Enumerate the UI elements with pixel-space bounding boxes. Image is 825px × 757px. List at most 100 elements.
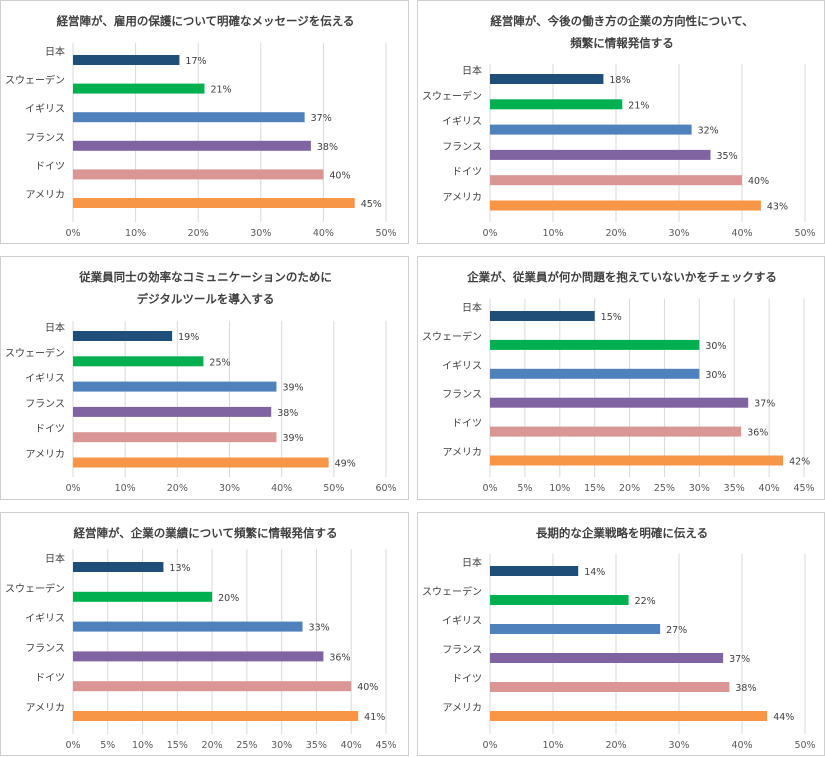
chart-title: 経営陣が、企業の業績について頻繁に情報発信する	[74, 526, 338, 540]
data-label: 20%	[218, 593, 239, 604]
category-label: アメリカ	[443, 702, 483, 714]
chart-title: 経営陣が、今後の働き方の企業の方向性について、	[490, 14, 753, 28]
data-label: 13%	[169, 563, 190, 574]
bar	[490, 595, 629, 605]
category-label: フランス	[442, 141, 482, 153]
data-label: 21%	[210, 85, 231, 96]
bar	[73, 711, 359, 721]
x-tick-label: 20%	[188, 228, 209, 239]
data-label: 42%	[789, 457, 810, 468]
data-label: 25%	[209, 357, 230, 368]
category-label: スウェーデン	[5, 346, 65, 359]
bar	[490, 397, 749, 408]
category-label: ドイツ	[452, 167, 482, 178]
bar	[490, 455, 784, 466]
data-label: 39%	[282, 383, 303, 394]
bar	[73, 140, 311, 151]
bar	[73, 83, 205, 94]
data-label: 40%	[329, 170, 350, 181]
x-tick-label: 0%	[482, 483, 497, 494]
bar	[490, 566, 579, 576]
data-label: 18%	[609, 75, 630, 86]
category-label: 日本	[462, 556, 482, 569]
bar	[490, 682, 730, 692]
data-label: 30%	[705, 370, 726, 381]
x-tick-label: 10%	[115, 483, 136, 494]
data-label: 15%	[601, 312, 622, 323]
x-tick-label: 45%	[793, 483, 814, 494]
bar	[73, 169, 324, 180]
category-label: アメリカ	[443, 192, 483, 204]
chart-title: デジタルツールを導入する	[137, 292, 275, 306]
chart-panel-5: 経営陣が、企業の業績について頻繁に情報発信する 0% 5% 10% 15% 20% 25% 3…	[0, 512, 409, 756]
x-tick-label: 15%	[584, 483, 605, 494]
x-tick-label: 40%	[341, 740, 362, 751]
category-label: アメリカ	[26, 702, 66, 714]
x-tick-label: 25%	[236, 740, 257, 751]
chart-title: 経営陣が、雇用の保護について明確なメッセージを伝える	[57, 14, 355, 28]
chart-svg-2: 経営陣が、今後の働き方の企業の方向性について、頻繁に情報発信する 0% 10% 20%…	[422, 14, 816, 239]
data-label: 21%	[628, 100, 649, 111]
x-tick-label: 0%	[65, 228, 80, 239]
category-label: スウェーデン	[5, 74, 65, 87]
category-label: 日本	[45, 552, 65, 565]
x-tick-label: 50%	[375, 228, 396, 239]
bar	[73, 112, 305, 123]
data-label: 37%	[754, 399, 775, 410]
chart-panel-2: 経営陣が、今後の働き方の企業の方向性について、 頻繁に情報発信する 0% 10% 20%…	[417, 0, 825, 244]
chart-panel-1: 経営陣が、雇用の保護について明確なメッセージを伝える 0% 10% 20% 30% 40%…	[0, 0, 409, 244]
x-tick-label: 40%	[731, 740, 752, 751]
category-label: フランス	[25, 132, 65, 144]
bar	[490, 711, 768, 721]
x-tick-label: 40%	[759, 483, 780, 494]
data-label: 22%	[635, 596, 656, 607]
chart-svg-6: 長期的な企業戦略を明確に伝える 0% 10% 20% 30% 40% 50% 日本 14% スウェ…	[422, 526, 816, 751]
bar	[490, 149, 711, 160]
category-label: フランス	[25, 398, 65, 410]
x-tick-label: 15%	[167, 740, 188, 751]
x-tick-label: 50%	[794, 228, 815, 239]
bar	[73, 406, 272, 417]
x-tick-label: 30%	[668, 228, 689, 239]
category-label: イギリス	[25, 373, 65, 385]
category-label: スウェーデン	[422, 89, 482, 102]
bar	[73, 331, 173, 341]
data-label: 40%	[748, 176, 769, 187]
bar	[490, 426, 742, 437]
chart-title: 従業員同士の効率なコミュニケーションのために	[78, 270, 332, 284]
bar	[73, 381, 277, 392]
chart-panel-6: 長期的な企業戦略を明確に伝える 0% 10% 20% 30% 40% 50% 日本 14% スウェ…	[417, 512, 825, 756]
category-label: イギリス	[25, 613, 65, 625]
x-tick-label: 30%	[271, 740, 292, 751]
x-tick-label: 45%	[375, 740, 396, 751]
x-tick-label: 40%	[731, 228, 752, 239]
data-label: 49%	[335, 459, 356, 470]
chart-title: 長期的な企業戦略を明確に伝える	[536, 526, 708, 540]
x-tick-label: 50%	[323, 483, 344, 494]
chart-panel-3: 従業員同士の効率なコミュニケーションのために デジタルツールを導入する 0% 10% 2…	[0, 256, 409, 500]
bar	[490, 175, 742, 186]
x-tick-label: 25%	[654, 483, 675, 494]
data-label: 38%	[277, 408, 298, 419]
data-label: 32%	[698, 126, 719, 137]
x-tick-label: 10%	[132, 740, 153, 751]
x-tick-label: 20%	[605, 228, 626, 239]
x-tick-label: 40%	[313, 228, 334, 239]
x-tick-label: 60%	[375, 483, 396, 494]
category-label: イギリス	[442, 360, 482, 372]
bar	[73, 591, 213, 602]
bar	[73, 651, 324, 662]
x-tick-label: 35%	[724, 483, 745, 494]
x-tick-label: 0%	[482, 228, 497, 239]
chart-svg-5: 経営陣が、企業の業績について頻繁に情報発信する 0% 5% 10% 15% 20% 25% 3…	[5, 526, 397, 751]
x-tick-label: 30%	[219, 483, 240, 494]
category-label: ドイツ	[35, 161, 65, 172]
bar	[490, 200, 761, 211]
x-tick-label: 0%	[65, 740, 80, 751]
data-label: 36%	[747, 428, 768, 439]
x-tick-label: 5%	[517, 483, 532, 494]
category-label: ドイツ	[35, 673, 65, 684]
x-tick-label: 10%	[549, 483, 570, 494]
chart-panel-4: 企業が、従業員が何か問題を抱えていないかをチェックする 0% 5% 10% 15% 20%…	[417, 256, 825, 500]
data-label: 36%	[329, 652, 350, 663]
